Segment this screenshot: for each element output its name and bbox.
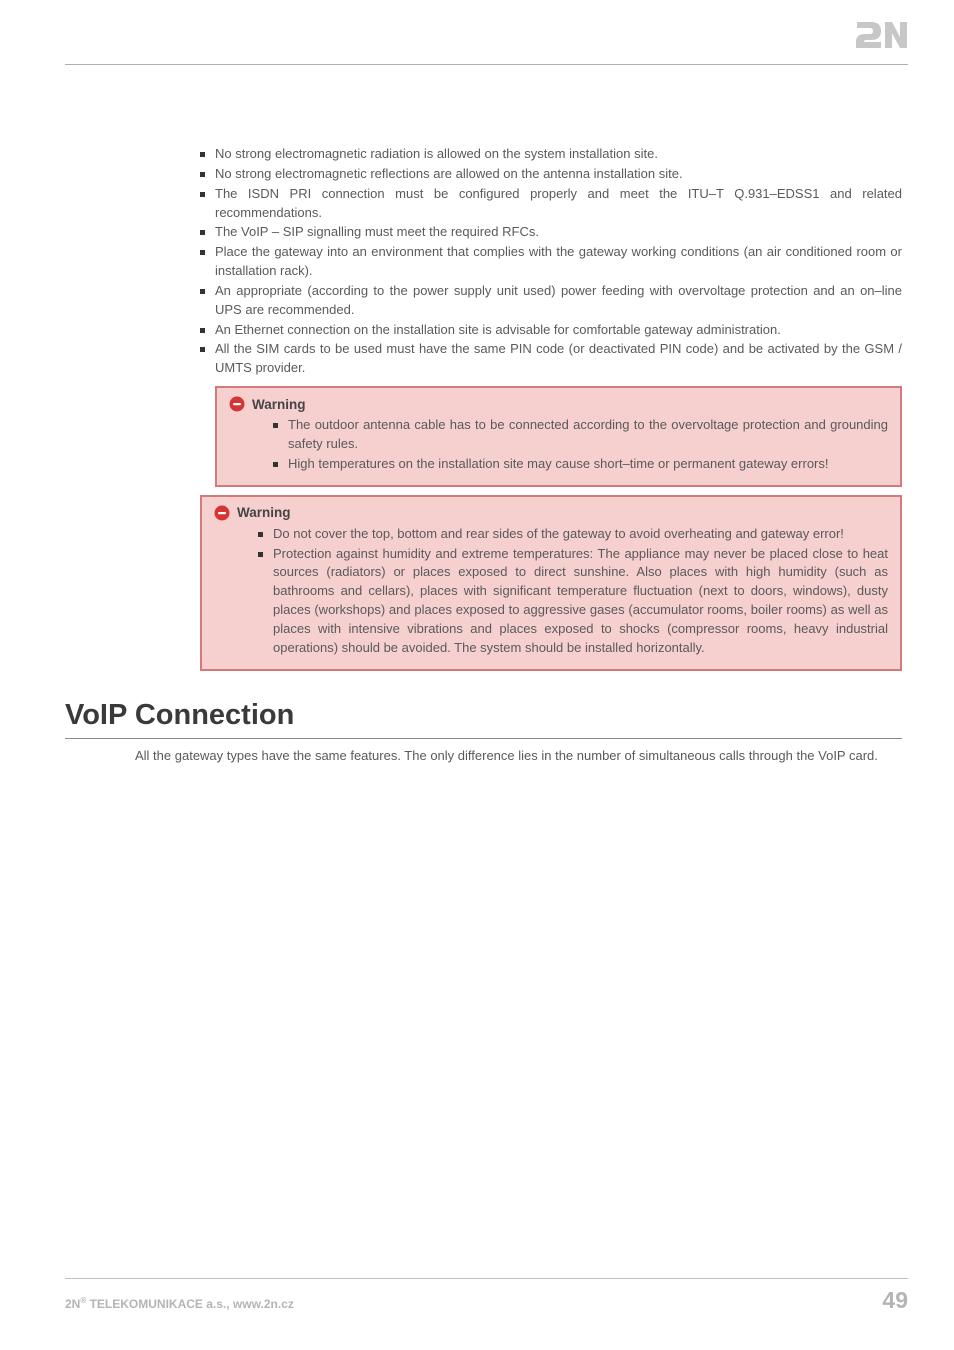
list-item: An appropriate (according to the power s… [200,282,902,320]
warning-box-2: Warning Do not cover the top, bottom and… [200,495,902,671]
list-item: Place the gateway into an environment th… [200,243,902,281]
warning-icon [229,396,245,412]
warning-list: Do not cover the top, bottom and rear si… [214,525,888,658]
warning-header: Warning [229,396,888,412]
header-divider [65,64,908,65]
warning-title: Warning [237,505,291,520]
list-item: An Ethernet connection on the installati… [200,321,902,340]
warning-title: Warning [252,397,306,412]
list-item: No strong electromagnetic reflections ar… [200,165,902,184]
list-item: The VoIP – SIP signalling must meet the … [200,223,902,242]
footer-rest: TELEKOMUNIKACE a.s., www.2n.cz [86,1297,294,1311]
brand-logo [854,20,908,59]
footer-divider [65,1278,908,1279]
warning-header: Warning [214,505,888,521]
section-divider [65,738,902,739]
footer-prefix: 2N [65,1297,80,1311]
main-content: No strong electromagnetic radiation is a… [200,145,902,765]
footer-company: 2N® TELEKOMUNIKACE a.s., www.2n.cz [65,1296,294,1311]
requirements-list: No strong electromagnetic radiation is a… [200,145,902,378]
section-heading: VoIP Connection [65,699,902,732]
page-footer: 2N® TELEKOMUNIKACE a.s., www.2n.cz 49 [65,1278,908,1314]
section-voip: VoIP Connection All the gateway types ha… [65,699,902,766]
warning-box-1: Warning The outdoor antenna cable has to… [215,386,902,487]
warning-icon [214,505,230,521]
list-item: All the SIM cards to be used must have t… [200,340,902,378]
list-item: Do not cover the top, bottom and rear si… [258,525,888,544]
list-item: The ISDN PRI connection must be configur… [200,185,902,223]
list-item: High temperatures on the installation si… [273,455,888,474]
section-paragraph: All the gateway types have the same feat… [135,747,902,766]
list-item: Protection against humidity and extreme … [258,545,888,658]
warning-list: The outdoor antenna cable has to be conn… [229,416,888,474]
list-item: The outdoor antenna cable has to be conn… [273,416,888,454]
page-number: 49 [882,1287,908,1314]
list-item: No strong electromagnetic radiation is a… [200,145,902,164]
